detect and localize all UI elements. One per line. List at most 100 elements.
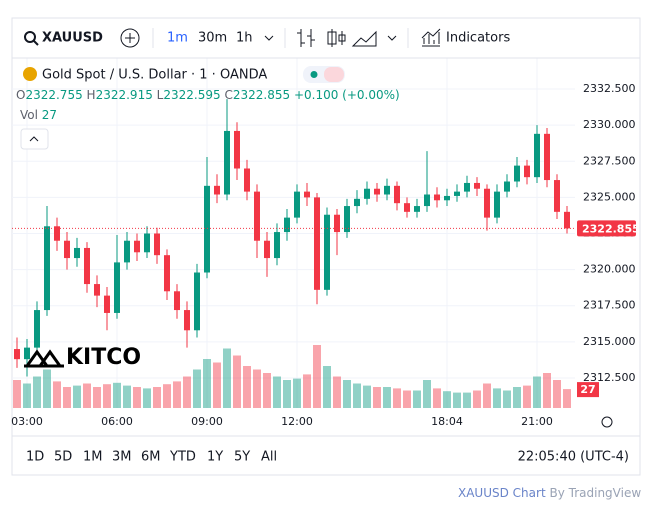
candle-body xyxy=(224,130,230,195)
last-volume-tag xyxy=(577,382,599,398)
range-button[interactable]: 1M xyxy=(83,450,103,465)
candle-body xyxy=(134,240,140,253)
collapse-button[interactable] xyxy=(20,128,49,150)
volume-bar xyxy=(483,383,491,408)
y-tick-label: 2312.500 xyxy=(583,371,636,384)
volume-bar xyxy=(393,388,401,408)
y-tick-label: 2332.500 xyxy=(583,82,636,95)
candle-body xyxy=(394,185,400,204)
volume-bar xyxy=(103,384,111,408)
status-dot xyxy=(310,71,318,78)
volume-bar xyxy=(293,378,301,408)
range-button[interactable]: 3M xyxy=(112,450,132,465)
footer-symbol[interactable]: XAUUSD Chart xyxy=(458,486,546,500)
volume-bar xyxy=(333,376,341,408)
candle-body xyxy=(464,182,470,192)
range-button[interactable]: 1D xyxy=(26,450,44,465)
ohlc-row: Vol 27 xyxy=(20,108,57,122)
volume-bar xyxy=(453,392,461,408)
candle-body xyxy=(484,188,490,218)
ohlc-row: O2322.755 H2322.915 L2322.595 C2322.855 … xyxy=(16,88,400,102)
search-icon[interactable] xyxy=(24,31,36,43)
volume-bar xyxy=(473,390,481,408)
range-button[interactable]: 6M xyxy=(141,450,161,465)
dropdown[interactable] xyxy=(264,35,274,41)
collapse-icon xyxy=(29,136,39,142)
candle-body xyxy=(374,188,380,195)
range-button[interactable]: All xyxy=(261,450,277,465)
y-tick-label: 2330.000 xyxy=(583,118,636,131)
volume-bar xyxy=(193,369,201,408)
settings[interactable] xyxy=(601,416,613,428)
x-tick-label: 21:00 xyxy=(521,415,553,428)
interval[interactable]: 30m xyxy=(198,31,227,46)
range-button[interactable]: 5D xyxy=(54,450,72,465)
last-price-label: 2322.855 xyxy=(582,222,640,235)
change: +0.100 (+0.00%) xyxy=(294,88,400,102)
volume-bar xyxy=(523,385,531,408)
volume-bar xyxy=(543,373,551,408)
range-button[interactable]: 1Y xyxy=(207,450,223,465)
candle-body xyxy=(454,191,460,196)
volume-value: 27 xyxy=(42,108,57,122)
volume-bar xyxy=(63,387,71,408)
volume-bar xyxy=(213,362,221,408)
candle-body xyxy=(154,233,160,256)
volume-bar xyxy=(413,390,421,408)
candle-body xyxy=(74,247,80,259)
volume-bar xyxy=(433,388,441,408)
volume-bar xyxy=(93,387,101,408)
footer-by[interactable]: By TradingView xyxy=(549,486,641,500)
candle-body xyxy=(344,206,350,233)
symbol[interactable]: XAUUSD xyxy=(42,31,103,46)
candle-body xyxy=(564,211,570,229)
candle-body xyxy=(174,291,180,311)
volume-label: Vol xyxy=(20,108,38,122)
candle-body xyxy=(364,188,370,199)
interval[interactable]: 1h xyxy=(236,31,253,46)
indicators-icon[interactable] xyxy=(421,28,441,47)
volume-bar xyxy=(363,385,371,408)
candles-icon[interactable] xyxy=(327,29,346,47)
candle-body xyxy=(314,197,320,290)
volume-bar xyxy=(253,369,261,408)
candle-body xyxy=(434,194,440,201)
add-symbol[interactable] xyxy=(120,28,140,48)
candle-body xyxy=(514,165,520,182)
candle-body xyxy=(184,310,190,331)
x-tick-label: 06:00 xyxy=(101,415,133,428)
bars-icon[interactable] xyxy=(297,29,315,47)
candle-body xyxy=(124,240,130,263)
area-icon[interactable] xyxy=(351,30,377,47)
candle-body xyxy=(384,185,390,195)
watermark: KITCO xyxy=(66,345,141,370)
candle-body xyxy=(244,168,250,192)
clock: 22:05:40 (UTC-4) xyxy=(518,450,629,465)
symbol-logo xyxy=(23,67,37,81)
volume-bar xyxy=(143,388,151,408)
candle-body xyxy=(14,349,20,360)
add-symbol-icon xyxy=(125,33,135,43)
last-volume-label: 27 xyxy=(580,383,595,396)
volume-bar xyxy=(133,387,141,408)
candle-body xyxy=(424,194,430,207)
ohlc-label: H xyxy=(87,88,96,102)
interval[interactable]: 1m xyxy=(167,31,188,46)
y-tick-label: 2320.000 xyxy=(583,263,636,276)
volume-bar xyxy=(423,380,431,408)
dropdown[interactable] xyxy=(387,35,397,41)
range-button[interactable]: YTD xyxy=(169,450,196,465)
last-price-tag xyxy=(577,220,636,237)
volume-bar xyxy=(403,390,411,408)
volume-bar xyxy=(163,384,171,408)
volume-bar xyxy=(313,345,321,408)
volume-bar xyxy=(493,388,501,408)
range-button[interactable]: 5Y xyxy=(234,450,250,465)
volume-bar xyxy=(183,376,191,408)
x-tick-label: 09:00 xyxy=(191,415,223,428)
candle-body xyxy=(294,191,300,218)
indicators[interactable]: Indicators xyxy=(446,31,510,46)
volume-bar xyxy=(373,387,381,408)
candle-body xyxy=(414,206,420,212)
volume-bar xyxy=(273,376,281,408)
